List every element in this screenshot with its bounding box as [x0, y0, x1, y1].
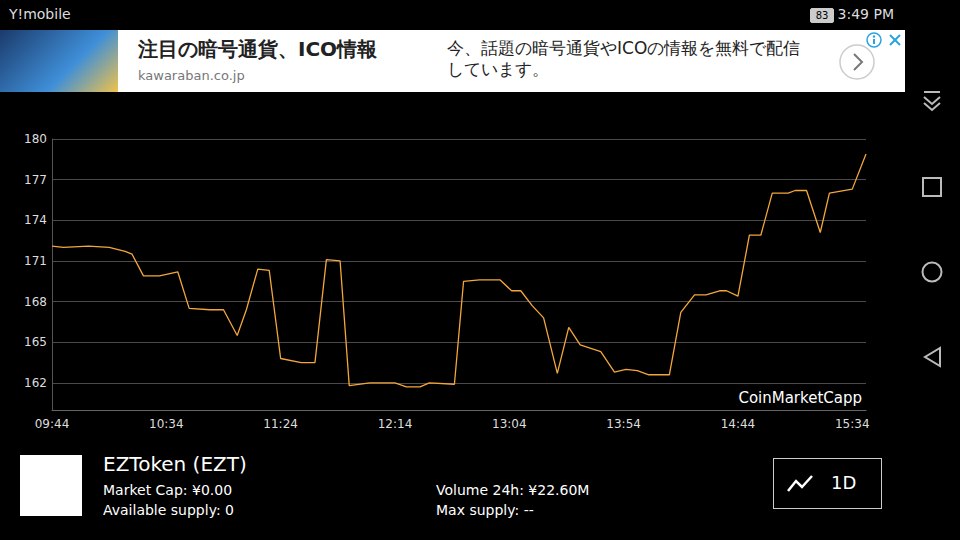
- html-text:Available supply: 0: Available supply: 0: [103, 502, 234, 518]
- svg-text:168: 168: [24, 295, 47, 309]
- svg-text:12:14: 12:14: [378, 417, 413, 431]
- html-text:注目の暗号通貨、ICO情報: 注目の暗号通貨、ICO情報: [138, 37, 378, 61]
- svg-text:15:34: 15:34: [835, 417, 870, 431]
- svg-text:CoinMarketCapp: CoinMarketCapp: [738, 389, 862, 407]
- svg-text:09:44: 09:44: [35, 417, 70, 431]
- svg-text:180: 180: [24, 132, 47, 146]
- svg-text:174: 174: [24, 213, 47, 227]
- svg-text:13:54: 13:54: [606, 417, 641, 431]
- svg-text:11:24: 11:24: [263, 417, 298, 431]
- html-text:Volume 24h: ¥22.60M: Volume 24h: ¥22.60M: [436, 482, 590, 498]
- svg-text:177: 177: [24, 173, 47, 187]
- html-text:Y!mobile: Y!mobile: [9, 6, 71, 22]
- html-text:EZToken (EZT): EZToken (EZT): [103, 452, 247, 476]
- html-text:1D: 1D: [831, 472, 857, 493]
- html-text:kawaraban.co.jp: kawaraban.co.jp: [138, 68, 245, 83]
- html-text:3:49 PM: 3:49 PM: [837, 6, 894, 22]
- svg-text:171: 171: [24, 254, 47, 268]
- svg-text:162: 162: [24, 376, 47, 390]
- html-text:今、話題の暗号通貨やICOの情報を無料で配信しています。: 今、話題の暗号通貨やICOの情報を無料で配信しています。: [447, 38, 801, 79]
- svg-text:14:44: 14:44: [721, 417, 756, 431]
- svg-text:13:04: 13:04: [492, 417, 527, 431]
- html-text:Market Cap: ¥0.00: Market Cap: ¥0.00: [103, 482, 233, 498]
- html-text:83: 83: [815, 10, 829, 21]
- html-text:Max supply: --: Max supply: --: [436, 502, 534, 518]
- svg-text:165: 165: [24, 335, 47, 349]
- svg-text:10:34: 10:34: [149, 417, 184, 431]
